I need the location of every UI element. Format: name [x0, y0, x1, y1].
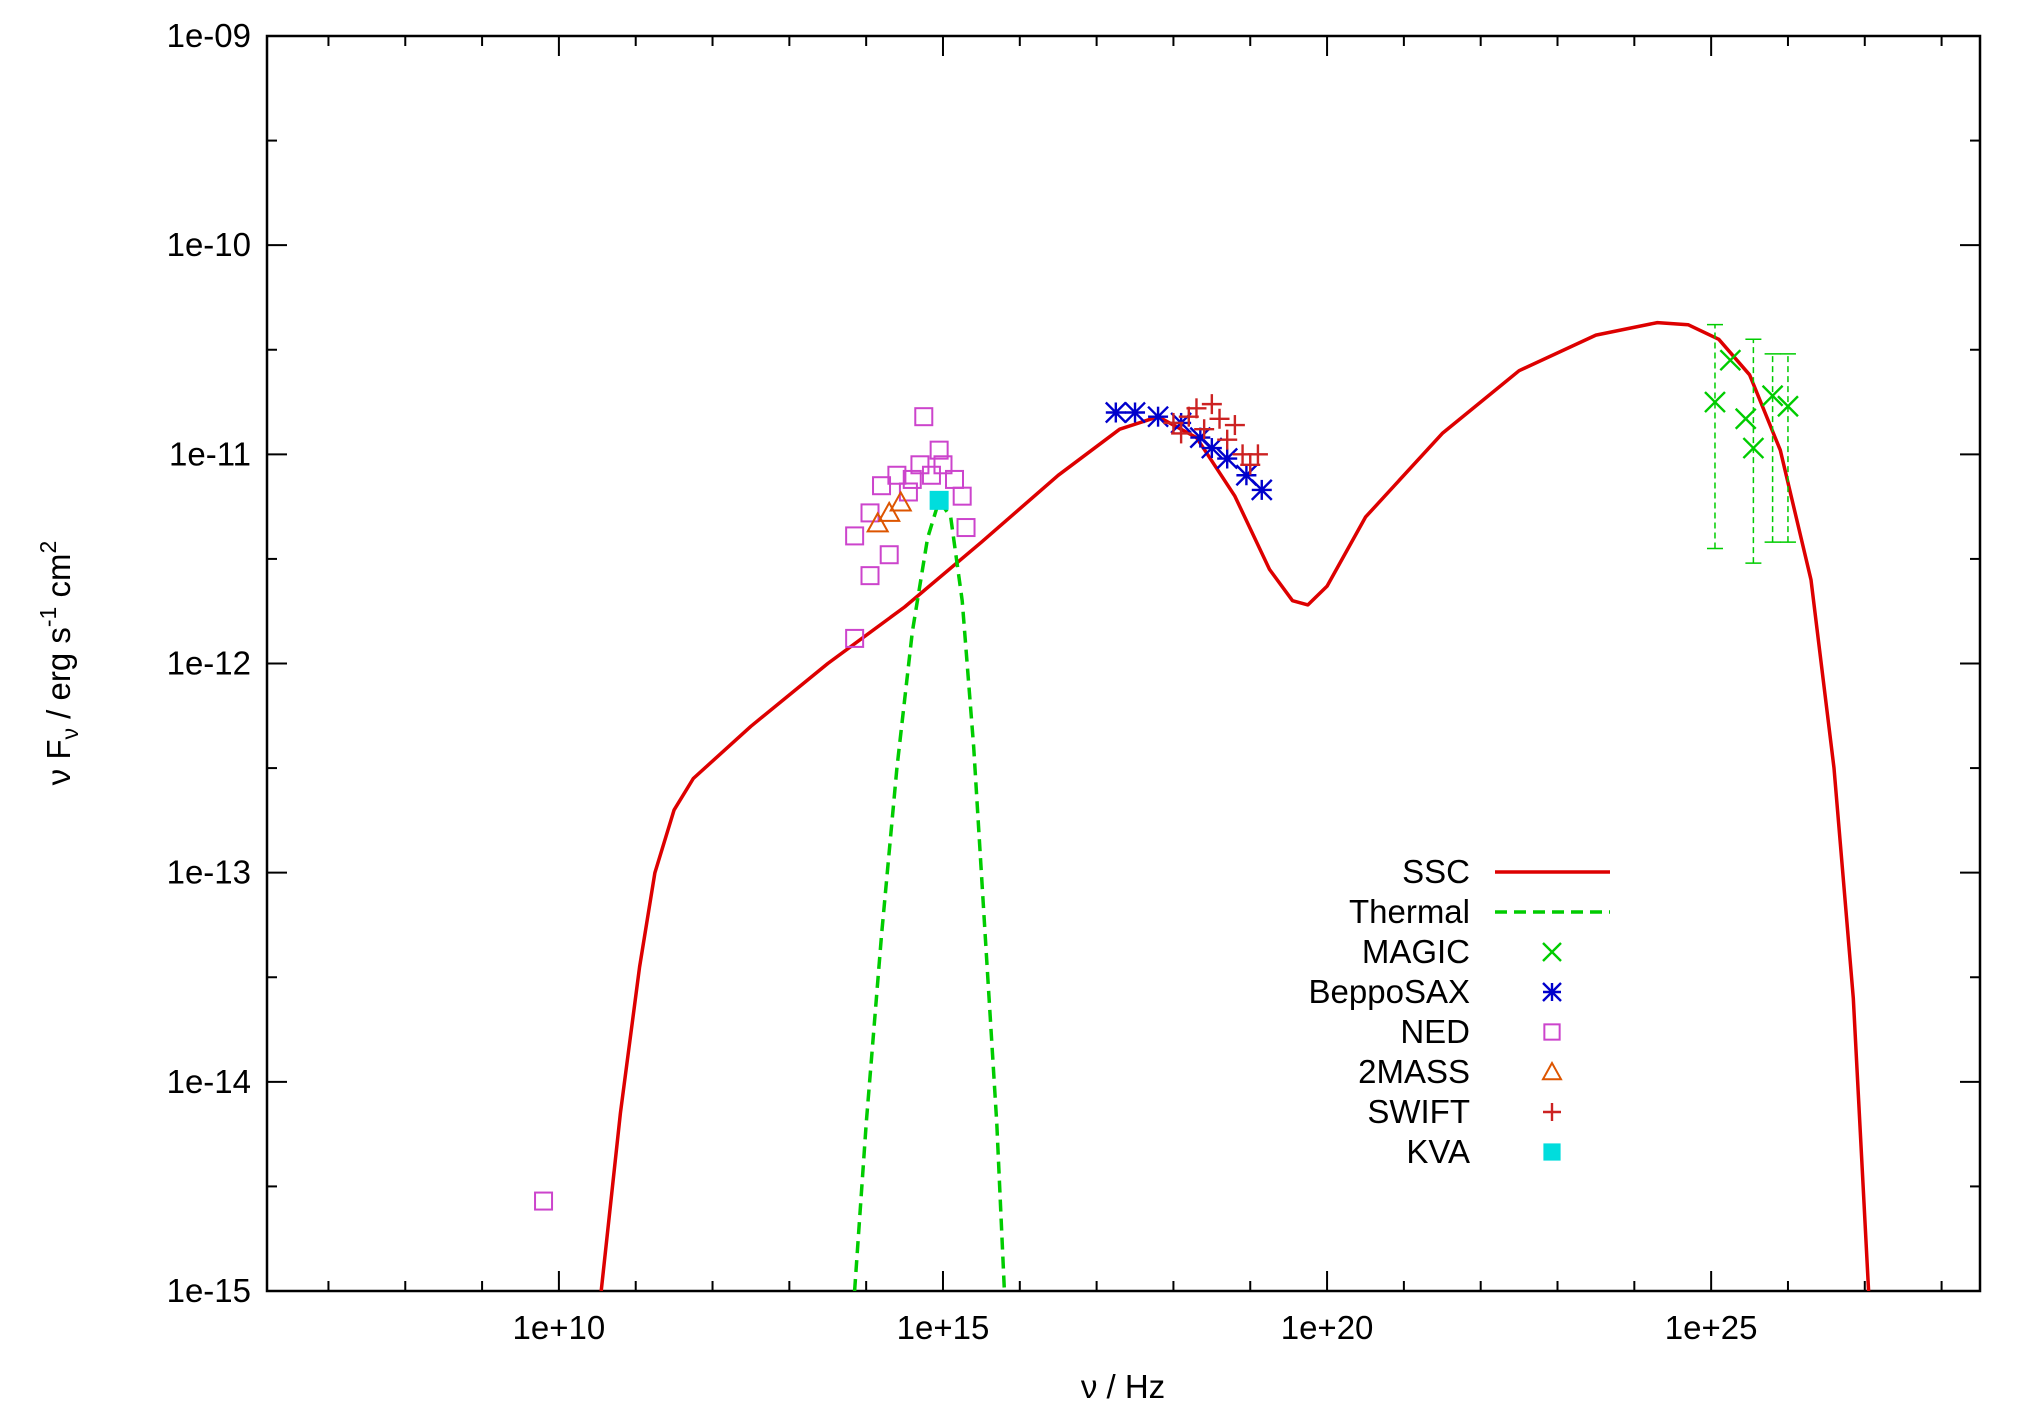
legend-swatch [1541, 1060, 1563, 1081]
magic-point [1761, 384, 1784, 407]
ned-point [910, 455, 930, 475]
x-axis-title: ν / Hz [1081, 1368, 1165, 1405]
legend-swatch [1542, 982, 1562, 1002]
kva-point [929, 490, 949, 510]
bepposax-point [1250, 479, 1273, 501]
2mass-point [889, 490, 913, 512]
magic-point [1777, 395, 1799, 418]
ned-point [534, 1191, 554, 1211]
magic-point [1704, 391, 1726, 413]
y-tick-label: 1e-15 [167, 1272, 251, 1309]
legend-entry-kva: KVA [1406, 1133, 1561, 1170]
legend-entry-magic: MAGIC [1362, 933, 1562, 970]
x-tick-label: 1e+20 [1281, 1309, 1374, 1346]
ned-point [898, 482, 918, 502]
y-axis-title-part: cm [40, 553, 77, 606]
legend-entry-ssc: SSC [1402, 853, 1610, 890]
bepposax-point [1147, 405, 1169, 428]
ned-point [872, 476, 892, 496]
swift-point [1217, 429, 1238, 450]
swift-point [1247, 444, 1268, 465]
ned-point [929, 440, 949, 460]
y-axis-title-sup: -1 [35, 607, 61, 627]
swift-point [1171, 423, 1192, 444]
y-axis-title-part: / erg s [40, 627, 77, 728]
thermal-curve [852, 498, 1007, 1291]
x-tick-label: 1e+15 [897, 1309, 990, 1346]
ned-point [933, 455, 953, 475]
legend-label: SWIFT [1367, 1093, 1470, 1130]
magic-point [1719, 349, 1742, 372]
ned-point [914, 407, 934, 427]
y-axis-title-sup: 2 [35, 541, 61, 554]
ned-point [887, 465, 907, 485]
swift-point [1209, 408, 1230, 429]
bepposax-point [1200, 437, 1223, 459]
y-axis-title: ν Fν / erg s-1 cm2 [35, 541, 83, 786]
magic-point [1734, 407, 1757, 430]
legend-label: KVA [1406, 1133, 1470, 1170]
legend-entry-ned: NED [1400, 1013, 1561, 1050]
legend-swatch [1543, 1143, 1561, 1161]
legend-label: Thermal [1349, 893, 1470, 930]
y-axis-title-sub: ν [57, 728, 83, 740]
bepposax-point [1124, 401, 1146, 424]
legend-swatch [1543, 1023, 1561, 1041]
axis-tick-labels: 1e-15 1e-14 1e-13 1e-12 1e-11 1e-10 1e-09 1e+10… [167, 17, 1758, 1346]
y-tick-label: 1e-13 [167, 854, 251, 891]
legend-label: 2MASS [1358, 1053, 1470, 1090]
swift-point [1240, 454, 1261, 475]
legend-label: BeppoSAX [1309, 973, 1470, 1010]
y-tick-label: 1e-09 [167, 17, 251, 54]
legend-label: SSC [1402, 853, 1470, 890]
x-tick-label: 1e+10 [513, 1309, 606, 1346]
y-tick-label: 1e-14 [167, 1063, 251, 1100]
plot-frame [265, 34, 1982, 1293]
2mass-point [877, 500, 901, 522]
legend-entry-2mass: 2MASS [1358, 1053, 1563, 1090]
ned-point [952, 486, 972, 506]
legend-entry-thermal: Thermal [1349, 893, 1610, 930]
bepposax-point [1104, 401, 1127, 424]
ssc-curve [599, 320, 1871, 1291]
series-layer [534, 320, 1871, 1291]
legend-label: MAGIC [1362, 933, 1470, 970]
legend-entry-bepposax: BeppoSAX [1309, 973, 1562, 1010]
bepposax-point [1189, 426, 1212, 449]
x-tick-label: 1e+25 [1665, 1309, 1758, 1346]
legend-swatch [1543, 1103, 1561, 1121]
y-tick-label: 1e-11 [169, 435, 251, 472]
swift-point [1201, 394, 1222, 415]
y-tick-label: 1e-10 [167, 226, 251, 263]
swift-point [1186, 398, 1207, 419]
ned-point [956, 518, 976, 538]
axis-ticks [267, 35, 1980, 1292]
swift-point [1194, 419, 1215, 440]
legend-swatch [1542, 942, 1562, 962]
magic-point [1742, 437, 1765, 459]
bepposax-point [1216, 447, 1239, 470]
swift-point [1224, 415, 1245, 436]
ned-point [860, 566, 880, 586]
y-axis-title-part: ν F [40, 739, 77, 785]
legend-entry-swift: SWIFT [1367, 1093, 1561, 1130]
ned-point [921, 465, 941, 485]
y-tick-label: 1e-12 [167, 645, 251, 682]
ned-point [845, 628, 865, 648]
swift-point [1163, 412, 1184, 433]
ned-point [845, 526, 865, 546]
ned-point [879, 545, 899, 565]
2mass-point [865, 511, 890, 533]
legend-label: NED [1400, 1013, 1470, 1050]
ned-point [860, 503, 880, 523]
